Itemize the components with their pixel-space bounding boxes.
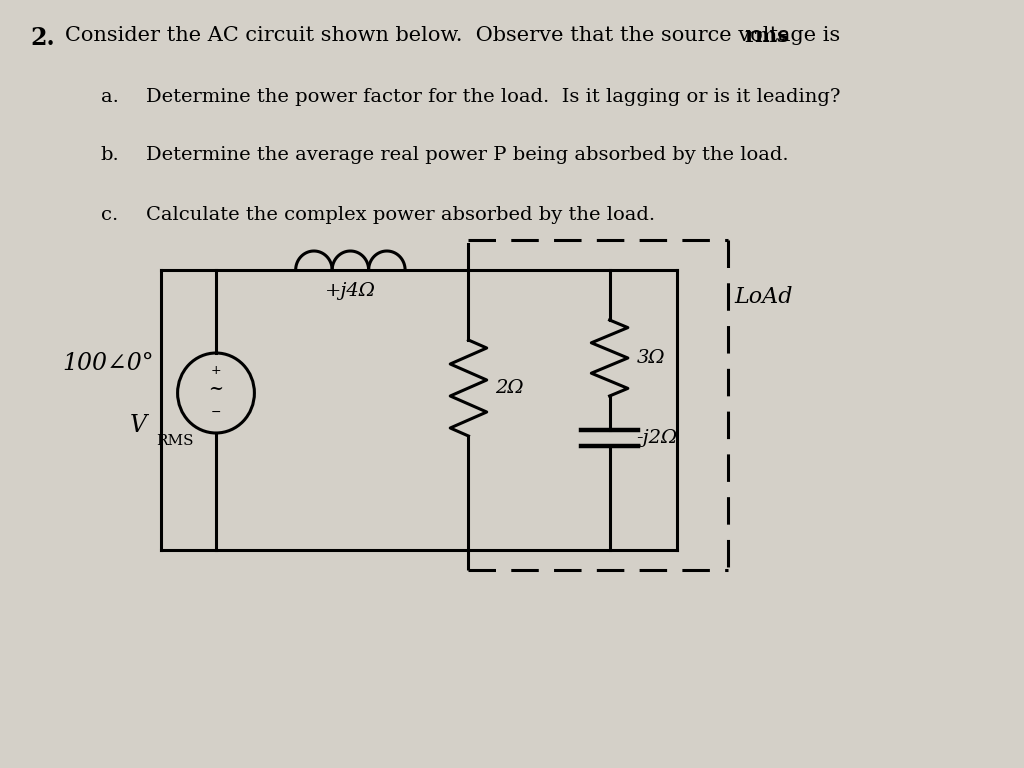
Text: 3Ω: 3Ω [637, 349, 665, 367]
Text: .: . [779, 26, 786, 45]
Text: c.: c. [100, 206, 118, 224]
Text: b.: b. [100, 146, 120, 164]
Text: rms: rms [744, 26, 788, 46]
Text: ~: ~ [209, 380, 223, 398]
Text: Determine the power factor for the load.  Is it lagging or is it leading?: Determine the power factor for the load.… [145, 88, 841, 106]
Text: +j4Ω: +j4Ω [325, 282, 376, 300]
Text: 100∠0°: 100∠0° [62, 352, 154, 375]
Text: 2Ω: 2Ω [496, 379, 524, 397]
Text: Determine the average real power P being absorbed by the load.: Determine the average real power P being… [145, 146, 788, 164]
Text: −: − [211, 406, 221, 419]
Text: RMS: RMS [157, 434, 194, 448]
Text: +: + [211, 363, 221, 376]
Text: V: V [130, 413, 146, 436]
Text: LoAd: LoAd [734, 286, 793, 308]
Text: a.: a. [100, 88, 119, 106]
Text: -j2Ω: -j2Ω [637, 429, 678, 447]
Text: Consider the AC circuit shown below.  Observe that the source voltage is: Consider the AC circuit shown below. Obs… [66, 26, 847, 45]
Text: 2.: 2. [31, 26, 55, 50]
Text: Calculate the complex power absorbed by the load.: Calculate the complex power absorbed by … [145, 206, 655, 224]
